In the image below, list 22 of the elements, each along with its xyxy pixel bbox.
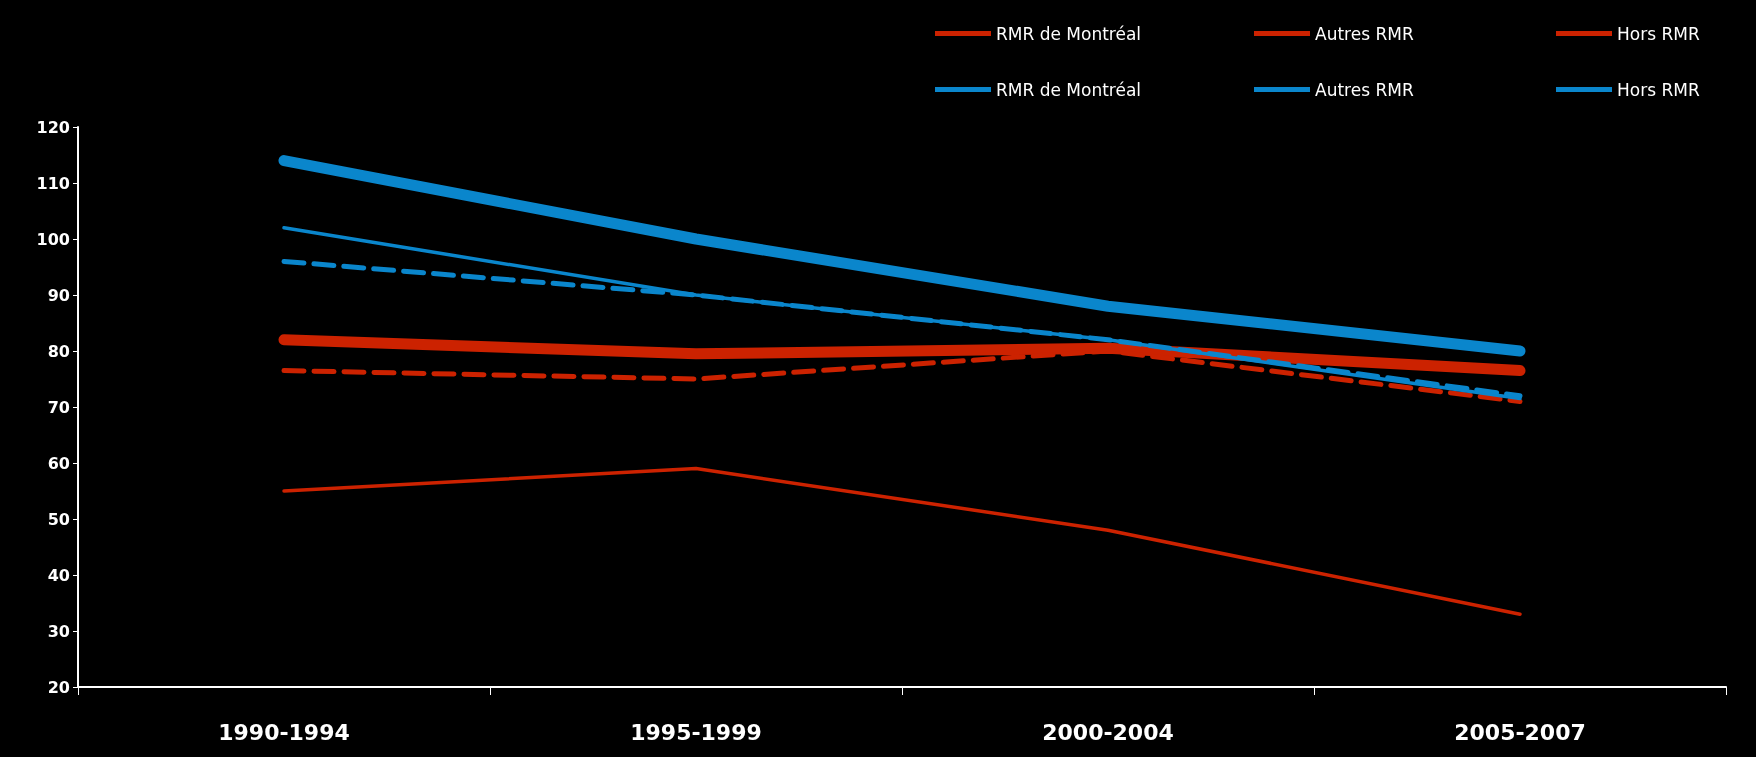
y-tick-label: 30 — [47, 621, 70, 641]
legend-label: Hors RMR — [1617, 23, 1700, 44]
x-tick-label: 2000-2004 — [1042, 719, 1174, 745]
x-tick-label: 1995-1999 — [630, 719, 762, 745]
y-tick-label: 60 — [47, 453, 70, 473]
legend-label: RMR de Montréal — [996, 79, 1142, 100]
x-tick-label: 1990-1994 — [218, 719, 350, 745]
x-tick-label: 2005-2007 — [1454, 719, 1586, 745]
y-tick-label: 80 — [47, 341, 70, 361]
y-tick-label: 90 — [47, 285, 70, 305]
legend-label: RMR de Montréal — [996, 23, 1142, 44]
y-tick-label: 50 — [47, 509, 70, 529]
legend-label: Autres RMR — [1315, 23, 1414, 44]
y-tick-label: 70 — [47, 397, 70, 417]
y-tick-label: 120 — [36, 117, 70, 137]
y-tick-label: 20 — [47, 677, 70, 697]
line-series — [282, 466, 1522, 616]
y-tick-label: 40 — [47, 565, 70, 585]
y-tick-label: 110 — [36, 173, 70, 193]
y-tick-label: 100 — [36, 229, 70, 249]
legend-label: Autres RMR — [1315, 79, 1414, 100]
legend-label: Hors RMR — [1617, 79, 1700, 100]
